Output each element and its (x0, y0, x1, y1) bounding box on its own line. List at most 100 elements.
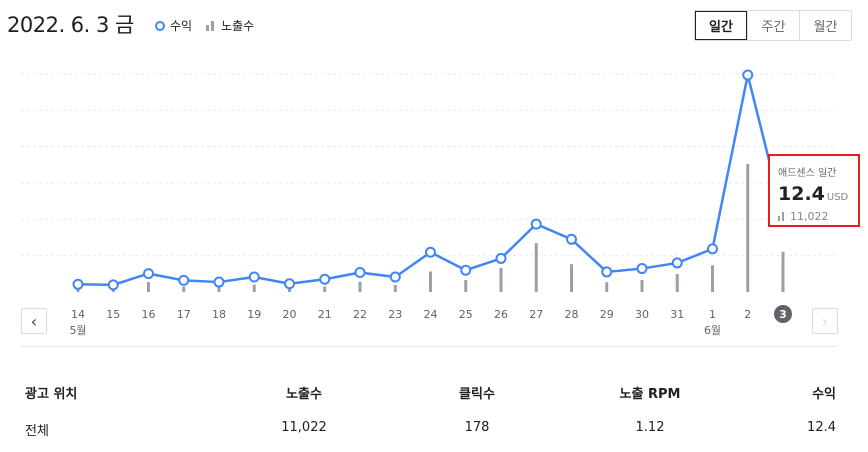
impressions-bar[interactable] (358, 281, 362, 292)
tab-monthly[interactable]: 월간 (799, 11, 851, 40)
impressions-bar[interactable] (781, 251, 785, 292)
x-tick-label[interactable]: 28 (565, 308, 579, 321)
x-tick-label[interactable]: 14 (71, 308, 85, 321)
revenue-point[interactable] (636, 263, 648, 275)
revenue-point[interactable] (671, 257, 683, 269)
month-label: 5월 (69, 324, 86, 337)
revenue-point[interactable] (143, 268, 154, 280)
x-tick-label[interactable]: 21 (318, 308, 332, 321)
legend-impressions[interactable]: 노출수 (206, 17, 254, 34)
impressions-bar[interactable] (675, 274, 679, 292)
bar-marker-icon (778, 212, 787, 221)
revenue-point[interactable] (107, 279, 119, 291)
revenue-point[interactable] (248, 271, 260, 283)
cell-revenue: 12.4 (807, 420, 836, 435)
impressions-bar[interactable] (393, 285, 397, 292)
chevron-right-icon: › (821, 311, 829, 331)
impressions-bar[interactable] (570, 264, 573, 292)
legend-impressions-label: 노출수 (221, 19, 255, 33)
chevron-left-icon: ‹ (30, 311, 38, 331)
impressions-bar[interactable] (711, 265, 714, 292)
line-marker-icon (155, 20, 165, 31)
legend-revenue-label: 수익 (170, 19, 193, 33)
impressions-bar[interactable] (499, 267, 503, 292)
x-tick-label[interactable]: 25 (459, 308, 473, 321)
revenue-point[interactable] (530, 218, 542, 230)
revenue-point[interactable] (178, 274, 190, 286)
x-tick-label[interactable]: 17 (177, 308, 191, 321)
legend-revenue[interactable]: 수익 (155, 17, 192, 34)
chart-legend: 수익 노출수 (155, 17, 268, 34)
impressions-bar[interactable] (746, 164, 750, 292)
cell-rpm: 1.12 (635, 420, 665, 435)
impressions-bar[interactable] (147, 282, 150, 292)
x-tick-label[interactable]: 19 (247, 308, 261, 321)
impressions-bar[interactable] (217, 287, 221, 292)
impressions-bar[interactable] (640, 279, 644, 292)
x-tick-label[interactable]: 26 (494, 308, 508, 321)
summary-table: 광고 위치 노출수 클릭수 노출 RPM 수익 전체 11,022 178 1.… (0, 380, 868, 441)
month-label: 6월 (704, 324, 721, 337)
x-tick-label[interactable]: 1 (709, 308, 716, 321)
impressions-bar[interactable] (464, 279, 468, 292)
tooltip-value-number: 12.4 (778, 183, 825, 205)
x-tick-label[interactable]: 18 (212, 308, 226, 321)
revenue-point[interactable] (284, 278, 295, 290)
revenue-point[interactable] (213, 276, 225, 288)
date-title: 2022. 6. 3 금 (7, 13, 134, 37)
x-tick-label[interactable]: 20 (283, 308, 297, 321)
x-tick-label[interactable]: 2 (744, 308, 751, 321)
next-period-button[interactable]: › (812, 308, 838, 334)
tooltip-impressions: 11,022 (778, 210, 858, 223)
revenue-point[interactable] (354, 266, 366, 278)
revenue-chart: 14 15 16 17 18 19 20 21 22 23 24 25 26 27 28 29 30 31 1 2 35… (21, 69, 837, 337)
tab-weekly[interactable]: 주간 (747, 11, 799, 40)
table-row: 전체 11,022 178 1.12 12.4 (0, 417, 868, 441)
x-tick-label[interactable]: 27 (529, 308, 543, 321)
revenue-point[interactable] (742, 69, 754, 81)
bar-marker-icon (206, 20, 216, 31)
x-tick-label[interactable]: 22 (353, 308, 367, 321)
revenue-point[interactable] (566, 233, 577, 245)
prev-period-button[interactable]: ‹ (21, 308, 47, 334)
x-tick-label[interactable]: 15 (106, 308, 120, 321)
revenue-point[interactable] (319, 273, 331, 285)
revenue-point[interactable] (707, 243, 718, 255)
cell-impressions: 11,022 (281, 420, 327, 435)
chart-header: 2022. 6. 3 금 수익 노출수 일간 주간 월간 (0, 0, 868, 50)
x-tick-label[interactable]: 29 (600, 308, 614, 321)
impressions-bar[interactable] (252, 284, 256, 292)
header-rpm[interactable]: 노출 RPM (619, 387, 681, 402)
header-clicks[interactable]: 클릭수 (459, 387, 495, 402)
table-header-row: 광고 위치 노출수 클릭수 노출 RPM 수익 (0, 380, 868, 404)
x-tick-label[interactable]: 30 (635, 308, 649, 321)
revenue-point[interactable] (389, 271, 401, 283)
revenue-point[interactable] (495, 252, 507, 264)
selected-day-marker (774, 305, 792, 323)
impressions-bar[interactable] (182, 286, 186, 292)
x-tick-label[interactable]: 16 (142, 308, 156, 321)
x-tick-label[interactable]: 31 (670, 308, 684, 321)
revenue-point[interactable] (72, 278, 84, 290)
x-tick-label[interactable]: 3 (779, 308, 787, 321)
header-ad-placement[interactable]: 광고 위치 (25, 387, 78, 402)
tooltip-unit: USD (826, 192, 849, 203)
revenue-point[interactable] (460, 264, 472, 276)
revenue-point[interactable] (425, 246, 436, 258)
header-impressions[interactable]: 노출수 (286, 387, 322, 402)
header-revenue[interactable]: 수익 (812, 387, 836, 402)
impressions-bar[interactable] (323, 286, 327, 292)
divider (21, 346, 837, 347)
impressions-bar[interactable] (288, 287, 291, 292)
impressions-bar[interactable] (605, 282, 609, 292)
x-tick-label[interactable]: 23 (388, 308, 402, 321)
chart-tooltip: 애드센스 일간 12.4 USD 11,022 (768, 154, 860, 227)
x-tick-label[interactable]: 24 (424, 308, 438, 321)
period-toggle: 일간 주간 월간 (694, 10, 852, 41)
revenue-point[interactable] (601, 266, 613, 278)
tab-daily[interactable]: 일간 (695, 11, 747, 40)
impressions-bar[interactable] (429, 271, 432, 292)
cell-clicks: 178 (464, 420, 490, 435)
cell-placement: 전체 (25, 424, 49, 439)
impressions-bar[interactable] (534, 242, 538, 292)
